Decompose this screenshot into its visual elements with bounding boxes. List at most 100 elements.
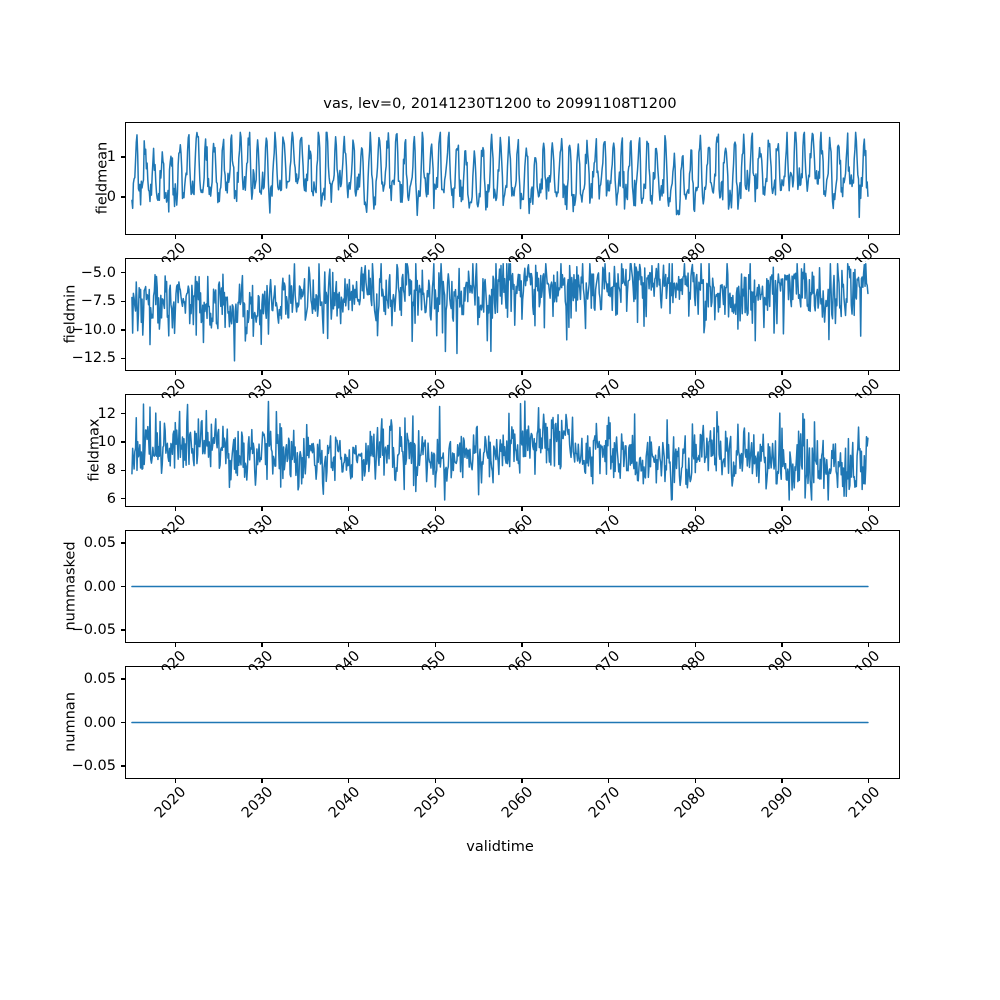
data-line-fieldmean: [131, 131, 869, 219]
x-tick-mark: [868, 371, 870, 376]
x-tick-mark: [434, 235, 436, 240]
x-tick-mark: [521, 779, 523, 784]
x-tick-mark: [868, 643, 870, 648]
x-tick-mark: [347, 779, 350, 784]
y-tick-mark: [120, 413, 125, 415]
y-tick-label: 0: [106, 189, 116, 206]
x-tick-mark: [694, 507, 697, 512]
y-tick-label: −0.05: [71, 757, 116, 774]
x-tick-label-clip: 2090: [0, 784, 1000, 844]
y-axis-label-fieldmin: fieldmin: [62, 284, 78, 343]
x-tick-mark: [608, 371, 610, 376]
x-tick-mark: [434, 643, 436, 648]
x-tick-mark: [781, 643, 783, 648]
y-tick-mark: [120, 469, 125, 471]
x-tick-label-clip: 2060: [0, 784, 1000, 844]
y-axis-label-numnan: numnan: [62, 691, 78, 752]
y-tick-label: −7.5: [80, 293, 116, 310]
x-tick-mark: [521, 371, 523, 376]
x-tick-mark: [694, 643, 697, 648]
subplot-numnan: [125, 666, 900, 779]
x-tick-mark: [694, 235, 697, 240]
x-tick-label: 2050: [412, 784, 450, 822]
x-tick-mark: [781, 371, 783, 376]
subplot-fieldmax: [125, 394, 900, 507]
x-tick-mark: [347, 507, 350, 512]
x-tick-label: 2090: [758, 784, 797, 822]
y-tick-mark: [120, 585, 125, 588]
x-tick-mark: [521, 643, 523, 648]
x-tick-mark: [608, 235, 610, 240]
y-tick-mark: [120, 497, 125, 500]
x-tick-mark: [347, 235, 350, 240]
y-tick-label: 1: [106, 149, 116, 166]
data-line-fieldmin: [131, 262, 869, 362]
x-tick-mark: [868, 235, 870, 240]
x-tick-mark: [608, 507, 610, 512]
x-tick-mark: [781, 779, 783, 784]
x-tick-label: 2100: [845, 784, 884, 822]
subplot-fieldmin: [125, 258, 900, 371]
y-tick-mark: [120, 272, 125, 274]
x-tick-mark: [174, 371, 176, 376]
y-tick-label: −0.05: [71, 621, 116, 638]
y-tick-label: 8: [106, 462, 116, 479]
y-tick-mark: [120, 629, 125, 631]
x-tick-label: 2030: [238, 784, 277, 822]
y-tick-label: −5.0: [80, 264, 116, 281]
y-tick-mark: [120, 542, 125, 544]
data-line-fieldmax: [131, 400, 869, 501]
axes-frame: [125, 122, 900, 235]
y-axis-label-fieldmean: fieldmean: [94, 141, 111, 214]
x-tick-mark: [261, 643, 263, 648]
x-tick-label-clip: 2070: [0, 784, 1000, 844]
y-tick-mark: [120, 678, 125, 680]
data-line-nummasked: [131, 585, 869, 588]
y-tick-label: 0.00: [83, 578, 116, 595]
x-tick-mark: [521, 235, 523, 240]
x-tick-mark: [347, 643, 350, 648]
x-tick-label: 2080: [672, 784, 710, 822]
y-tick-label: 6: [106, 490, 116, 507]
y-tick-mark: [120, 721, 125, 724]
x-tick-mark: [434, 371, 436, 376]
x-tick-mark: [868, 507, 870, 512]
x-tick-mark: [694, 779, 697, 784]
axes-frame: [125, 530, 900, 643]
x-tick-mark: [174, 235, 176, 240]
x-tick-mark: [694, 371, 697, 376]
x-tick-mark: [347, 371, 350, 376]
y-axis-label-nummasked: nummasked: [62, 540, 78, 631]
x-tick-label-clip: 2100: [0, 784, 1000, 844]
x-tick-label-clip: 2080: [0, 784, 1000, 844]
x-tick-mark: [608, 779, 610, 784]
y-tick-mark: [120, 196, 125, 198]
x-axis-label: validtime: [466, 839, 534, 855]
y-tick-mark: [120, 441, 125, 443]
x-tick-mark: [261, 507, 263, 512]
y-tick-label: 0.00: [83, 714, 116, 731]
x-tick-label-clip: 2050: [0, 784, 1000, 844]
x-tick-mark: [261, 235, 263, 240]
y-tick-label: 12: [97, 405, 116, 422]
axes-frame: [125, 666, 900, 779]
subplot-fieldmean: [125, 122, 900, 235]
y-axis-label-fieldmax: fieldmax: [86, 418, 103, 481]
x-tick-label: 2070: [585, 784, 624, 822]
x-tick-mark: [174, 507, 176, 512]
y-tick-label: −12.5: [71, 350, 116, 367]
y-tick-mark: [120, 300, 125, 303]
y-tick-mark: [120, 329, 125, 331]
x-tick-mark: [174, 779, 176, 784]
x-tick-label-clip: 2030: [0, 784, 1000, 844]
x-tick-mark: [608, 643, 610, 648]
x-tick-mark: [261, 371, 263, 376]
axes-frame: [125, 394, 900, 507]
x-tick-label: 2040: [325, 784, 363, 822]
x-tick-mark: [781, 507, 783, 512]
figure-title: vas, lev=0, 20141230T1200 to 20991108T12…: [323, 96, 677, 112]
axes-frame: [125, 258, 900, 371]
y-tick-mark: [120, 765, 125, 767]
y-tick-label: 0.05: [83, 535, 116, 552]
